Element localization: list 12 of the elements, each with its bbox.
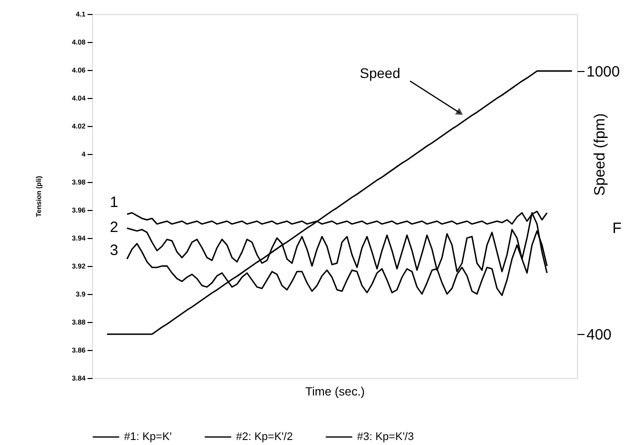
text: F [612, 220, 622, 237]
legend-label: #1: Kp=K' [124, 431, 172, 443]
x-axis-title: Time (sec.) [305, 384, 365, 398]
annotation: Speed [360, 65, 400, 81]
annotation: 3 [110, 242, 118, 259]
legend-label: #3: Kp=K'/3 [357, 431, 414, 443]
legend-label: #2: Kp=K'/2 [236, 431, 293, 443]
y2-axis-title: Speed (fpm) [592, 113, 608, 196]
annotation: 2 [110, 219, 118, 236]
annotation: 1 [110, 194, 118, 211]
y2-tick-label: 1000 [586, 64, 620, 81]
y2-tick-label: 400 [586, 326, 612, 344]
